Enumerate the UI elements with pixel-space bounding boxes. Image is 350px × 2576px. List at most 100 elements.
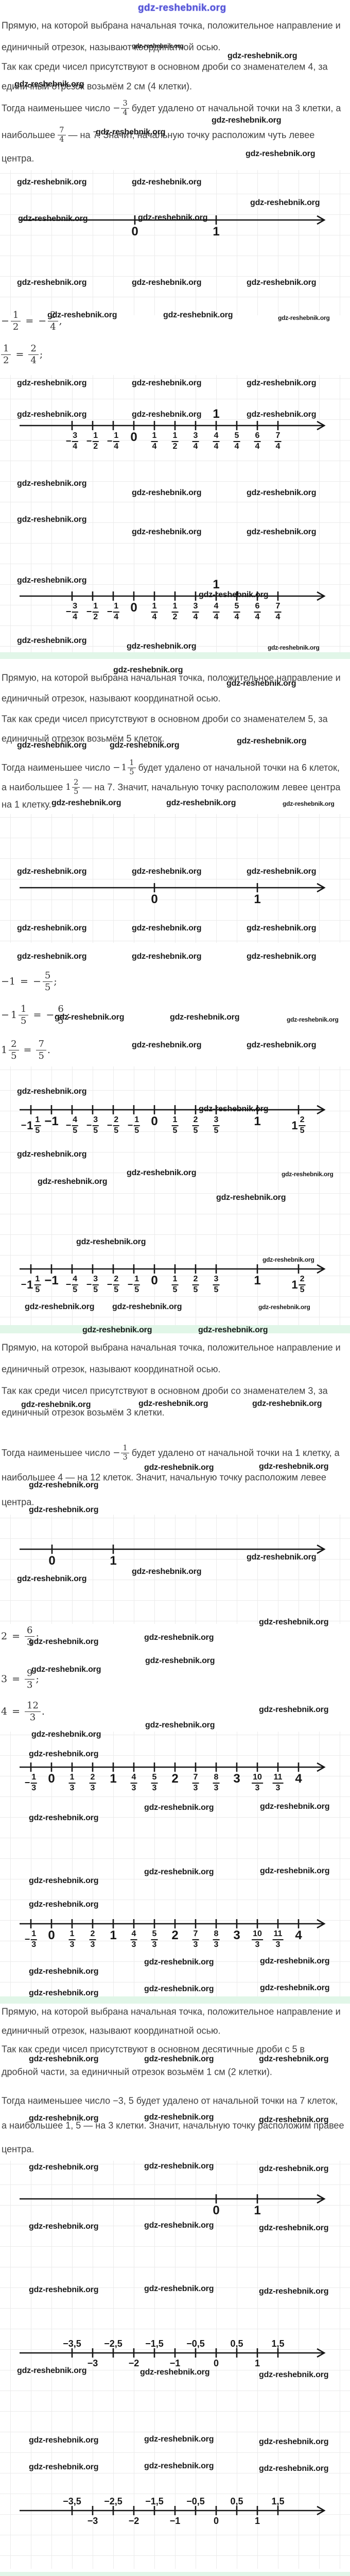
- watermark-text: gdz-reshebnik.org: [247, 379, 317, 387]
- tick-label: −1 5: [128, 1115, 141, 1136]
- tick-label: −1 1 5: [21, 1115, 41, 1136]
- section-separator: [0, 1996, 350, 2004]
- watermark-text: gdz-reshebnik.org: [17, 278, 87, 287]
- numerator: 1: [171, 1275, 179, 1285]
- denominator: 4: [255, 442, 260, 451]
- denominator: 4: [122, 108, 128, 117]
- watermark-text: gdz-reshebnik.org: [259, 1462, 329, 1471]
- denominator: 4: [50, 321, 56, 332]
- math-expression: −1: [1, 976, 15, 987]
- denominator: 3: [90, 1940, 95, 1949]
- text-run: единичный отрезок, называют координатной…: [2, 693, 221, 704]
- punctuation: ;: [54, 976, 57, 987]
- denominator: 3: [275, 1940, 281, 1949]
- text-run: — на 7. Значит, начальную точку располож…: [82, 782, 341, 792]
- numerator: 1: [121, 1444, 129, 1453]
- denominator: 4: [234, 612, 239, 621]
- tick-label: 0: [151, 893, 157, 906]
- number-text: 4: [1, 1706, 8, 1717]
- number-text: −3,5: [63, 2496, 81, 2506]
- number-text: −1: [44, 1114, 59, 1128]
- denominator: 5: [214, 1285, 219, 1294]
- tick-label-value: 1: [110, 1773, 116, 1785]
- tick-label-value: −1,5: [145, 2339, 164, 2348]
- grid-paper: [0, 814, 350, 943]
- paragraph-line: Так как среди чисел присутствуют в основ…: [2, 62, 328, 73]
- watermark-text: gdz-reshebnik.org: [29, 1481, 99, 1489]
- tick-label-above: −2,5: [104, 2497, 122, 2506]
- watermark-text: gdz-reshebnik.org: [17, 952, 87, 961]
- numerator: 10: [252, 1929, 263, 1940]
- tick-label-above: 1,5: [271, 2497, 284, 2506]
- watermark-text: gdz-reshebnik.org: [259, 2115, 329, 2124]
- tick-label-value: −3 5: [86, 1275, 99, 1295]
- denominator: 4: [152, 612, 157, 621]
- number-text: 0: [130, 430, 137, 444]
- numerator: 5: [233, 431, 240, 442]
- number-text: 2: [171, 1928, 179, 1942]
- text-run: будет удалено от начальной точки на 1 кл…: [131, 1447, 340, 1458]
- watermark-text: gdz-reshebnik.org: [29, 1900, 99, 1909]
- watermark-text: gdz-reshebnik.org: [145, 1721, 215, 1730]
- watermark-text: gdz-reshebnik.org: [144, 2435, 214, 2444]
- watermark-text: gdz-reshebnik.org: [247, 410, 317, 419]
- tick-label-value: −3,5: [63, 2497, 81, 2506]
- watermark-text: gdz-reshebnik.org: [247, 528, 317, 536]
- paragraph-line: центра.: [2, 2144, 34, 2155]
- tick-label: 1: [255, 2359, 260, 2368]
- tick-label: −2 5: [107, 1115, 120, 1136]
- denominator: 2: [12, 321, 19, 332]
- watermark-text: gdz-reshebnik.org: [259, 2224, 329, 2232]
- tick-label-value: −1 4: [107, 602, 120, 622]
- watermark-text: gdz-reshebnik.org: [76, 1238, 146, 1246]
- numerator: 1: [151, 431, 158, 442]
- tick-label-value: 10 3: [252, 1929, 263, 1950]
- denominator: 3: [193, 1783, 198, 1792]
- denominator: 3: [31, 1783, 37, 1792]
- numerator: 1: [133, 1115, 141, 1126]
- numerator: 6: [56, 1004, 66, 1015]
- tick-label: 2: [171, 1929, 178, 1942]
- numerator: 3: [92, 1275, 99, 1285]
- tick-label-value: 1: [254, 893, 260, 906]
- watermark-text: gdz-reshebnik.org: [31, 1665, 101, 1674]
- denominator: 5: [172, 1126, 178, 1135]
- number-line: [20, 2505, 326, 2516]
- denominator: 2: [93, 612, 98, 621]
- whole-number: 1: [291, 1278, 298, 1291]
- number-line: [20, 2348, 326, 2358]
- denominator: 4: [59, 135, 64, 144]
- section-separator: [0, 1325, 350, 1333]
- paragraph-line: Тогда наименьшее число −3 4 будет удалено…: [2, 99, 341, 117]
- tick-label-above: 1: [213, 579, 219, 591]
- minus-sign: −: [107, 1279, 113, 1290]
- numerator: 1: [30, 1773, 38, 1784]
- numerator: 1: [19, 1004, 29, 1015]
- numerator: 8: [213, 1773, 220, 1784]
- paragraph-line: Прямую, на которой выбрана начальная точ…: [2, 2007, 341, 2018]
- number-text: 1: [254, 2516, 260, 2526]
